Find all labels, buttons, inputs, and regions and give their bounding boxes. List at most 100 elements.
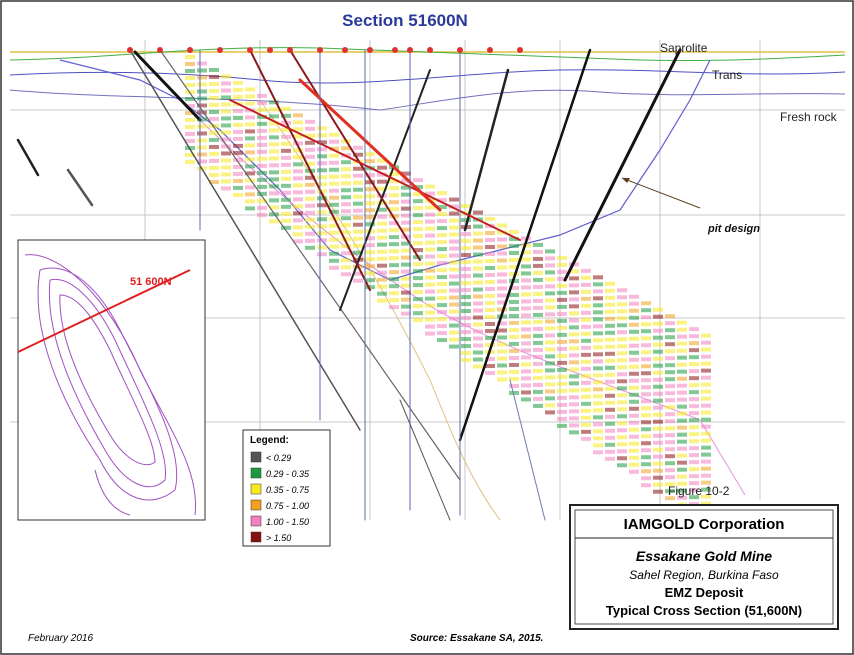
grade-block xyxy=(257,184,267,189)
grade-block xyxy=(305,182,315,187)
grade-block xyxy=(185,160,195,164)
grade-block xyxy=(209,74,219,79)
grade-block xyxy=(521,299,531,304)
grade-block xyxy=(473,266,483,271)
grade-block xyxy=(653,349,663,354)
grade-block xyxy=(317,189,327,194)
grade-block xyxy=(521,355,531,360)
grade-block xyxy=(365,271,375,276)
grade-block xyxy=(293,190,303,195)
grade-block xyxy=(485,273,495,277)
grade-block xyxy=(569,402,579,407)
grade-block xyxy=(665,391,675,396)
grade-block xyxy=(461,239,471,244)
grade-block xyxy=(701,438,711,443)
grade-block xyxy=(377,270,387,275)
grade-block xyxy=(629,357,639,362)
grade-block xyxy=(473,280,483,285)
grade-block xyxy=(617,295,627,300)
grade-block xyxy=(389,186,399,191)
grade-block xyxy=(461,309,471,314)
figure-label: Figure 10-2 xyxy=(668,484,730,498)
grade-block xyxy=(653,468,663,473)
grade-block xyxy=(593,408,603,413)
grade-block xyxy=(377,291,387,296)
grade-block xyxy=(245,157,255,162)
grade-block xyxy=(377,284,387,289)
grade-block xyxy=(485,266,495,270)
grade-block xyxy=(365,250,375,255)
grade-block xyxy=(521,278,531,283)
grade-block xyxy=(545,326,555,331)
grade-block xyxy=(185,62,195,66)
grade-block xyxy=(677,453,687,458)
grade-block xyxy=(521,397,531,402)
grade-block xyxy=(221,74,231,79)
grade-block xyxy=(245,171,255,176)
grade-block xyxy=(245,94,255,99)
grade-block xyxy=(545,347,555,352)
grade-block xyxy=(641,455,651,460)
grade-block xyxy=(569,283,579,288)
grade-block xyxy=(485,364,495,368)
grade-block xyxy=(533,382,543,387)
grade-block xyxy=(521,362,531,367)
grade-block xyxy=(317,182,327,187)
grade-block xyxy=(677,439,687,444)
grade-block xyxy=(629,322,639,327)
grade-block xyxy=(305,210,315,215)
grade-block xyxy=(701,445,711,450)
grade-block xyxy=(317,154,327,159)
grade-block xyxy=(677,460,687,465)
grade-block xyxy=(401,241,411,246)
grade-block xyxy=(485,336,495,340)
grade-block xyxy=(317,245,327,250)
grade-block xyxy=(401,297,411,302)
grade-block xyxy=(581,380,591,385)
grade-block xyxy=(233,94,243,99)
grade-block xyxy=(437,275,447,280)
grade-block xyxy=(665,405,675,410)
grade-block xyxy=(185,97,195,101)
grade-block xyxy=(341,230,351,235)
grade-block xyxy=(569,290,579,295)
grade-block xyxy=(365,264,375,269)
grade-block xyxy=(305,147,315,152)
grade-block xyxy=(353,173,363,178)
grade-block xyxy=(269,177,279,182)
grade-block xyxy=(653,433,663,438)
grade-block xyxy=(185,153,195,157)
grade-block xyxy=(641,420,651,425)
grade-block xyxy=(293,183,303,188)
grade-block xyxy=(269,128,279,133)
legend-swatch xyxy=(250,499,262,511)
grade-block xyxy=(257,93,267,98)
grade-block xyxy=(317,203,327,208)
grade-block xyxy=(461,351,471,356)
grade-block xyxy=(365,278,375,283)
grade-block xyxy=(401,199,411,204)
grade-block xyxy=(341,146,351,151)
grade-block xyxy=(521,264,531,269)
grade-block xyxy=(653,384,663,389)
grade-block xyxy=(677,446,687,451)
grade-block xyxy=(461,295,471,300)
pit-arrow xyxy=(621,177,701,209)
grade-block xyxy=(701,410,711,415)
grade-block xyxy=(281,141,291,146)
grade-block xyxy=(629,350,639,355)
grade-block xyxy=(305,189,315,194)
grade-block xyxy=(653,370,663,375)
grade-block xyxy=(437,282,447,287)
grade-block xyxy=(281,190,291,195)
grade-block xyxy=(689,453,699,458)
grade-block xyxy=(437,212,447,217)
grade-block xyxy=(305,175,315,180)
grade-block xyxy=(365,222,375,227)
grade-block xyxy=(665,363,675,368)
grade-block xyxy=(569,360,579,365)
grade-block xyxy=(305,161,315,166)
grade-block xyxy=(185,104,195,108)
grade-block xyxy=(221,165,231,170)
